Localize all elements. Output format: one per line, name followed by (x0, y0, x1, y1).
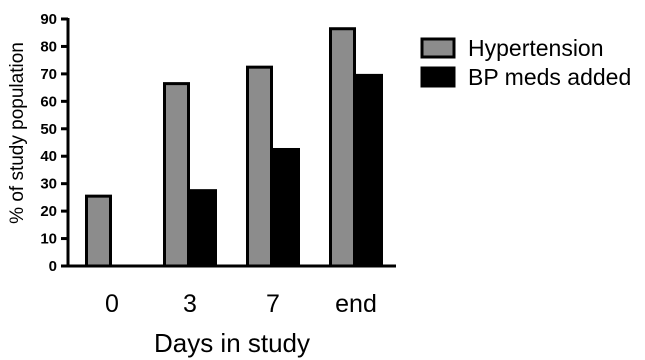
y-tick-label: 90 (40, 11, 57, 28)
y-tick-label: 70 (40, 66, 57, 83)
x-axis-title: Days in study (154, 328, 310, 358)
bar (356, 73, 383, 268)
bar (163, 82, 190, 268)
y-tick-label: 20 (40, 203, 57, 220)
x-tick-label: 0 (105, 290, 119, 318)
y-tick-label: 30 (40, 176, 57, 193)
bars (85, 27, 383, 268)
y-tick-label: 50 (40, 121, 57, 138)
legend-label: BP meds added (468, 64, 631, 90)
y-tick-label: 80 (40, 38, 57, 55)
y-tick-label: 10 (40, 231, 57, 248)
legend-swatch (420, 37, 456, 59)
y-axis-title: % of study population (7, 42, 28, 224)
x-tick-label: 3 (183, 290, 197, 318)
y-axis: 0 10 20 30 40 50 60 70 80 90 (40, 11, 70, 275)
bar (329, 27, 356, 268)
legend-label: Hypertension (468, 35, 604, 61)
bar (85, 194, 112, 268)
legend: Hypertension BP meds added (420, 35, 631, 90)
y-tick-label: 60 (40, 93, 57, 110)
y-tick-label: 0 (49, 258, 57, 275)
x-tick-label: end (335, 290, 377, 318)
legend-swatch (420, 66, 456, 88)
bar (273, 147, 300, 268)
bar (246, 65, 273, 268)
bar (190, 189, 217, 268)
x-axis: 0 3 7 end (68, 264, 396, 318)
y-tick-label: 40 (40, 148, 57, 165)
x-tick-label: 7 (266, 290, 280, 318)
